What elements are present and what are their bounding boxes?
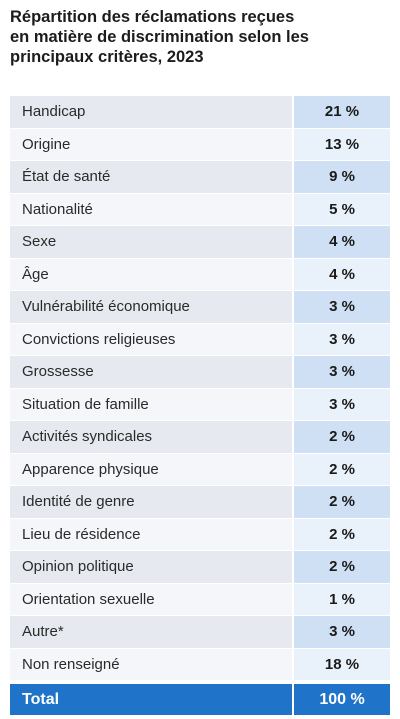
- table-row: Sexe 4 %: [10, 226, 390, 258]
- row-label: Nationalité: [10, 193, 292, 225]
- table-row: Vulnérabilité économique 3 %: [10, 291, 390, 323]
- total-label: Total: [10, 684, 292, 715]
- table-row: Handicap 21 %: [10, 96, 390, 128]
- row-label: Grossesse: [10, 356, 292, 388]
- table-row: Nationalité 5 %: [10, 193, 390, 225]
- row-value: 1 %: [294, 583, 390, 615]
- row-value: 18 %: [294, 648, 390, 680]
- row-value: 3 %: [294, 356, 390, 388]
- row-label: Non renseigné: [10, 648, 292, 680]
- row-value: 2 %: [294, 518, 390, 550]
- row-label: Sexe: [10, 226, 292, 258]
- table-row: Opinion politique 2 %: [10, 551, 390, 583]
- chart-title-line-3: principaux critères, 2023: [10, 48, 204, 66]
- row-value: 4 %: [294, 258, 390, 290]
- table-row: Lieu de résidence 2 %: [10, 518, 390, 550]
- row-label: Identité de genre: [10, 486, 292, 518]
- table-row: Grossesse 3 %: [10, 356, 390, 388]
- row-value: 2 %: [294, 486, 390, 518]
- table-row: Apparence physique 2 %: [10, 453, 390, 485]
- table-row: Convictions religieuses 3 %: [10, 323, 390, 355]
- table-row: Activités syndicales 2 %: [10, 421, 390, 453]
- row-value: 2 %: [294, 421, 390, 453]
- row-label: Handicap: [10, 96, 292, 128]
- row-value: 2 %: [294, 453, 390, 485]
- row-label: Origine: [10, 128, 292, 160]
- table-row: État de santé 9 %: [10, 161, 390, 193]
- row-label: État de santé: [10, 161, 292, 193]
- row-label: Vulnérabilité économique: [10, 291, 292, 323]
- row-label: Apparence physique: [10, 453, 292, 485]
- row-label: Situation de famille: [10, 388, 292, 420]
- table-row: Orientation sexuelle 1 %: [10, 583, 390, 615]
- total-value: 100 %: [294, 684, 390, 715]
- row-value: 3 %: [294, 388, 390, 420]
- table-row: Autre* 3 %: [10, 616, 390, 648]
- chart-title-line-1: Répartition des réclamations reçues: [10, 8, 295, 26]
- chart-title: Répartition des réclamations reçues en m…: [10, 7, 395, 67]
- row-value: 4 %: [294, 226, 390, 258]
- total-row: Total 100 %: [10, 684, 390, 715]
- table-row: Situation de famille 3 %: [10, 388, 390, 420]
- row-value: 2 %: [294, 551, 390, 583]
- chart-title-line-2: en matière de discrimination selon les: [10, 28, 309, 46]
- row-value: 21 %: [294, 96, 390, 128]
- table-row: Origine 13 %: [10, 128, 390, 160]
- row-value: 3 %: [294, 323, 390, 355]
- table-row: Non renseigné 18 %: [10, 648, 390, 680]
- row-label: Activités syndicales: [10, 421, 292, 453]
- row-label: Âge: [10, 258, 292, 290]
- row-label: Autre*: [10, 616, 292, 648]
- criteria-table: Handicap 21 % Origine 13 % État de santé 9 % N…: [10, 96, 390, 716]
- row-label: Orientation sexuelle: [10, 583, 292, 615]
- row-label: Opinion politique: [10, 551, 292, 583]
- row-label: Convictions religieuses: [10, 323, 292, 355]
- row-value: 9 %: [294, 161, 390, 193]
- row-label: Lieu de résidence: [10, 518, 292, 550]
- table-row: Âge 4 %: [10, 258, 390, 290]
- row-value: 13 %: [294, 128, 390, 160]
- row-value: 3 %: [294, 616, 390, 648]
- row-value: 5 %: [294, 193, 390, 225]
- table-row: Identité de genre 2 %: [10, 486, 390, 518]
- row-value: 3 %: [294, 291, 390, 323]
